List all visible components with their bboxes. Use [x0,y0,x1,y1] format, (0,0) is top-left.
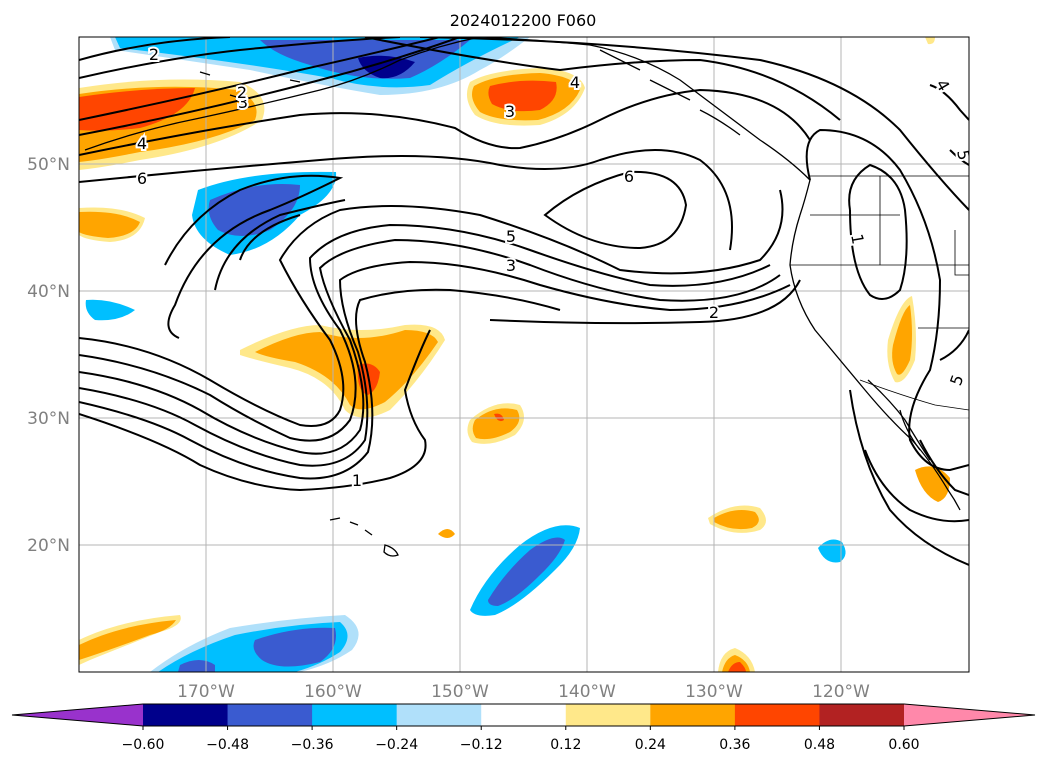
map-area: 2 3 4 2 3 4 6 6 5 3 2 1 1 5 4 5 [79,37,973,672]
contour-label: 2 [149,45,159,64]
lat-label: 20°N [27,536,70,556]
colorbar-tick-label: −0.48 [206,737,249,753]
lon-label: 170°W [177,682,235,702]
lat-label: 40°N [27,282,70,302]
contour-label: 6 [624,167,634,186]
contour-label: 4 [137,134,147,153]
contour-label: 6 [137,169,147,188]
figure-title: 2024012200 F060 [450,11,597,30]
colorbar-tick-label: 0.36 [719,737,750,753]
colorbar-tick-label: −0.24 [375,737,418,753]
colorbar-swatch [312,704,398,726]
contour-label: 3 [505,102,515,121]
contour-label: 2 [709,303,719,322]
borders [790,175,969,411]
contour-label: 4 [570,73,580,92]
colorbar-swatch [819,704,905,726]
colorbar-swatch [650,704,736,726]
longitude-labels: 170°W 160°W 150°W 140°W 130°W 120°W [177,682,870,702]
contours [79,37,969,566]
contour-labels: 2 3 4 2 3 4 6 6 5 3 2 1 1 5 4 5 [135,43,973,492]
lon-label: 160°W [304,682,362,702]
lat-label: 50°N [27,155,70,175]
colorbar-ticks: −0.60 −0.48 −0.36 −0.24 −0.12 0.12 0.24 0.36 0.4… [122,726,920,753]
lon-label: 120°W [812,682,870,702]
contour-label: 2 [237,83,247,102]
contour-label: 5 [506,227,516,246]
lon-label: 150°W [431,682,489,702]
shaded-field [79,37,950,672]
contour-label: 3 [506,256,516,275]
contour-label: 1 [352,471,362,490]
colorbar-swatch [396,704,482,726]
colorbar-tick-label: −0.36 [291,737,334,753]
graticule [79,37,969,672]
colorbar-tick-label: −0.60 [122,737,165,753]
colorbar-swatch [227,704,313,726]
contour-label: 3 [238,93,248,112]
map-frame [78,36,970,673]
lon-label: 130°W [685,682,743,702]
colorbar-tick-label: 0.24 [635,737,666,753]
colorbar-extend-low [12,704,143,726]
colorbar-swatch [565,704,651,726]
colorbar: −0.60 −0.48 −0.36 −0.24 −0.12 0.12 0.24 0.36 0.4… [11,703,1036,753]
contour-label: 5 [953,148,973,161]
colorbar-tick-label: −0.12 [460,737,503,753]
colorbar-swatches [12,704,1035,726]
lat-label: 30°N [27,409,70,429]
colorbar-swatch [734,704,820,726]
colorbar-extend-high [904,704,1035,726]
colorbar-tick-label: 0.12 [550,737,581,753]
colorbar-tick-label: 0.48 [804,737,835,753]
colorbar-tick-label: 0.60 [888,737,919,753]
lon-label: 140°W [558,682,616,702]
colorbar-swatch [481,704,567,726]
colorbar-swatch [143,704,229,726]
latitude-labels: 50°N 40°N 30°N 20°N [27,155,70,556]
